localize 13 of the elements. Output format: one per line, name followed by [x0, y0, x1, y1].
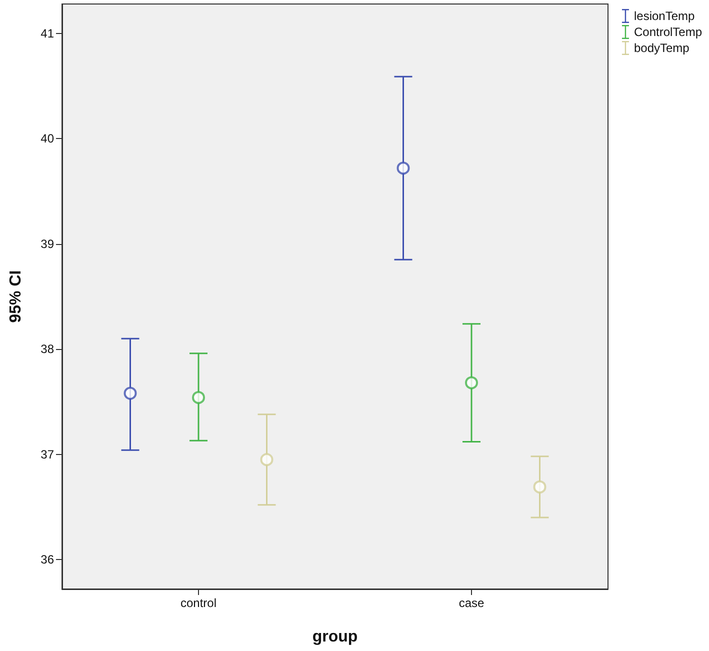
y-tick-label: 39 — [40, 236, 54, 251]
legend-label: ControlTemp — [634, 25, 702, 39]
y-tick-label: 37 — [40, 447, 54, 462]
y-tick-label: 40 — [40, 132, 54, 146]
y-tick-label: 36 — [40, 552, 54, 567]
x-tick-label: control — [180, 596, 217, 610]
legend-label: lesionTemp — [634, 9, 695, 23]
x-axis-title: group — [312, 628, 358, 646]
legend-label: bodyTemp — [634, 41, 690, 55]
y-axis-title: 95% CI — [8, 270, 24, 323]
x-tick-label: case — [458, 596, 484, 610]
y-tick-label: 38 — [40, 342, 54, 356]
y-tick-label: 41 — [40, 26, 54, 40]
